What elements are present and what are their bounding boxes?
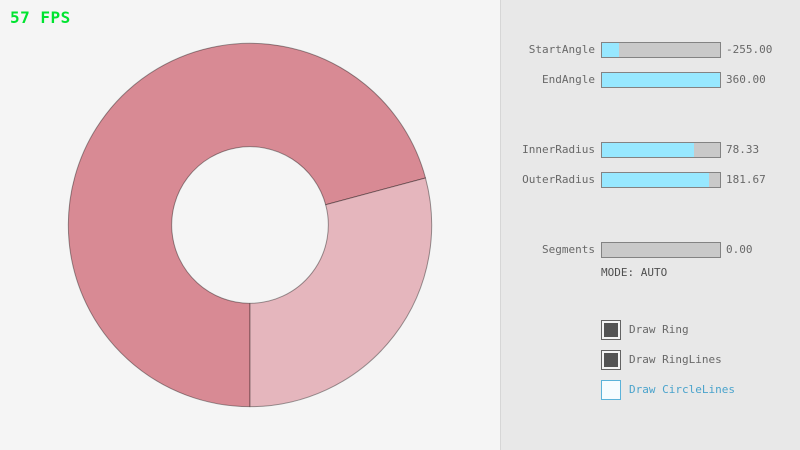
startangle-value: -255.00 (726, 43, 773, 56)
draw-circlelines-label: Draw CircleLines (629, 383, 735, 396)
draw-circlelines-checkbox[interactable] (601, 380, 621, 400)
innerradius-slider-fill (602, 143, 695, 157)
segments-slider[interactable] (601, 242, 721, 258)
innerradius-slider[interactable] (601, 142, 721, 158)
checkbox-row-draw-circlelines: Draw CircleLines (601, 380, 800, 400)
outerradius-label: OuterRadius (522, 173, 595, 186)
draw-ring-label: Draw Ring (629, 323, 689, 336)
slider-row-segments: Segments 0.00 (501, 240, 800, 260)
outerradius-slider-fill (602, 173, 710, 187)
check-mark-icon (604, 323, 618, 337)
endangle-label: EndAngle (542, 73, 595, 86)
checkbox-row-draw-ringlines: Draw RingLines (601, 350, 800, 370)
slider-row-endangle: EndAngle 360.00 (501, 70, 800, 90)
outerradius-slider[interactable] (601, 172, 721, 188)
ring-sector-light (249, 177, 433, 408)
draw-ringlines-checkbox[interactable] (601, 350, 621, 370)
endangle-value: 360.00 (726, 73, 766, 86)
fps-counter: 57 FPS (10, 8, 71, 27)
check-mark-icon (604, 353, 618, 367)
innerradius-label: InnerRadius (522, 143, 595, 156)
checkbox-row-draw-ring: Draw Ring (601, 320, 800, 340)
segments-value: 0.00 (726, 243, 753, 256)
draw-ringlines-label: Draw RingLines (629, 353, 722, 366)
segments-label: Segments (542, 243, 595, 256)
startangle-label: StartAngle (528, 43, 595, 56)
ring-canvas (67, 42, 433, 408)
slider-row-startangle: StartAngle -255.00 (501, 40, 800, 60)
ring-sector-dark (67, 42, 427, 408)
segments-mode-text: MODE: AUTO (601, 266, 668, 279)
endangle-slider[interactable] (601, 72, 721, 88)
innerradius-value: 78.33 (726, 143, 760, 156)
startangle-slider-fill (602, 43, 620, 57)
draw-ring-checkbox[interactable] (601, 320, 621, 340)
endangle-slider-fill (602, 73, 720, 87)
control-panel: StartAngle -255.00 EndAngle 360.00 Inner… (500, 0, 800, 450)
slider-row-outerradius: OuterRadius 181.67 (501, 170, 800, 190)
outerradius-value: 181.67 (726, 173, 766, 186)
startangle-slider[interactable] (601, 42, 721, 58)
slider-row-innerradius: InnerRadius 78.33 (501, 140, 800, 160)
